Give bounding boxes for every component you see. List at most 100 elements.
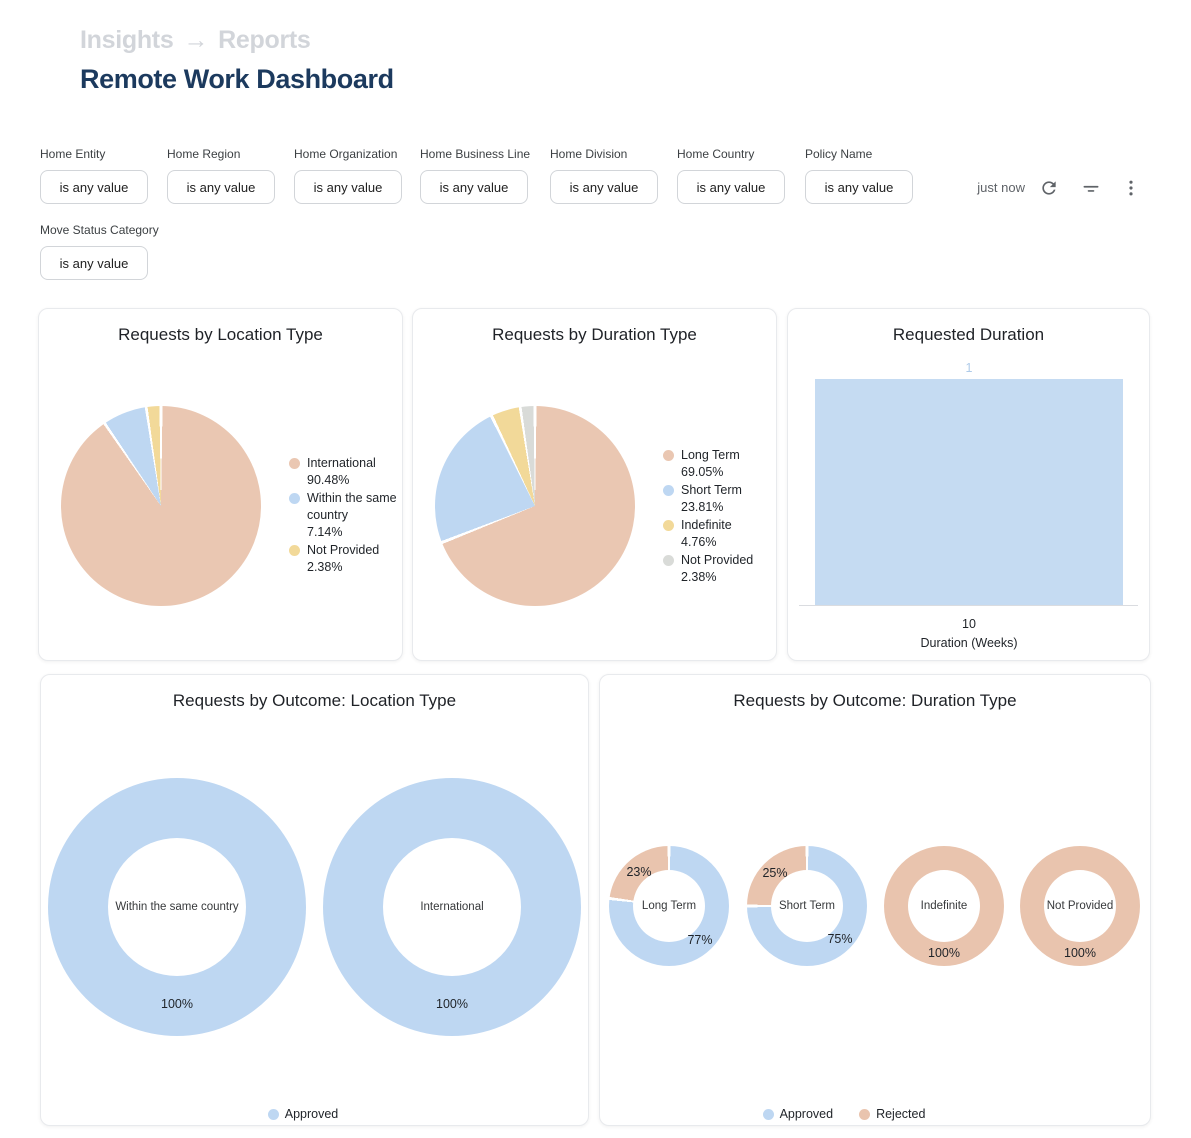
filter-move-status-category: Move Status Category is any value [40, 223, 159, 280]
donut-center-label: Long Term [641, 900, 697, 912]
chart-title: Requested Duration [892, 325, 1045, 344]
donut-chart-long-term: Long Term [609, 846, 729, 966]
donut-center-label: International [420, 901, 484, 913]
legend-label: Short Term 23.81% [681, 483, 742, 514]
legend-dot-icon [663, 555, 674, 566]
legend-dot-icon [663, 450, 674, 461]
legend-label: Indefinite 4.76% [681, 518, 732, 549]
filter-policy-name: Policy Name is any value [805, 147, 913, 204]
filter-value-button[interactable]: is any value [805, 170, 913, 204]
legend-label: Within the same country 7.14% [307, 491, 397, 539]
breadcrumb: Insights → Reports [80, 26, 311, 55]
rejected-pct-label: 100% [928, 946, 960, 960]
legend-item: International 90.48% [289, 455, 399, 489]
approved-pct-label: 77% [687, 933, 713, 947]
refresh-status: just now [977, 180, 1025, 195]
legend-label: Approved [779, 1107, 834, 1121]
legend-item: Not Provided 2.38% [663, 552, 773, 586]
legend-item: Indefinite 4.76% [663, 517, 773, 551]
filter-label: Home Region [167, 147, 241, 161]
donut-hole: Short Term [771, 870, 843, 942]
card-requests-by-location-type: Requests by Location Type International 9… [38, 308, 403, 661]
duration-type-pie-chart [435, 406, 635, 606]
legend-dot-icon [289, 545, 300, 556]
filter-value-button[interactable]: is any value [40, 246, 148, 280]
chart-title: Requests by Outcome: Location Type [172, 691, 457, 710]
filter-home-country: Home Country is any value [677, 147, 785, 204]
kebab-menu-icon [1121, 178, 1143, 198]
rejected-pct-label: 25% [762, 866, 788, 880]
filters-button[interactable] [1081, 177, 1103, 199]
filter-home-business-line: Home Business Line is any value [420, 147, 530, 204]
donut-hole: Indefinite [908, 870, 980, 942]
donut-chart-short-term: Short Term [747, 846, 867, 966]
legend-item: Within the same country 7.14% [289, 490, 399, 541]
legend-item: Rejected [859, 1106, 925, 1123]
legend-dot-icon [663, 485, 674, 496]
legend-label: Approved [284, 1107, 339, 1121]
legend: Approved [153, 1106, 453, 1123]
legend-dot-icon [289, 458, 300, 469]
donut-hole: Within the same country [108, 838, 246, 976]
donut-value-label: 100% [161, 997, 193, 1011]
legend-dot-icon [267, 1109, 279, 1120]
donut-chart-indefinite: Indefinite [884, 846, 1004, 966]
donut-center-label: Within the same country [115, 901, 239, 913]
card-requested-duration: Requested Duration 1 10 Duration (Weeks) [787, 308, 1150, 661]
rejected-pct-label: 100% [1064, 946, 1096, 960]
refresh-icon [1039, 178, 1061, 198]
card-requests-by-outcome-location-type: Requests by Outcome: Location Type Withi… [40, 674, 589, 1126]
legend: Approved Rejected [694, 1106, 994, 1123]
legend-label: International 90.48% [307, 456, 376, 487]
x-axis-line [799, 605, 1138, 606]
chart-title: Requests by Duration Type [492, 325, 697, 344]
legend-label: Not Provided 2.38% [681, 553, 754, 584]
filter-home-organization: Home Organization is any value [294, 147, 402, 204]
filter-value-button[interactable]: is any value [550, 170, 658, 204]
filter-label: Home Country [677, 147, 755, 161]
more-menu-button[interactable] [1121, 177, 1143, 199]
donut-chart-international: International [323, 778, 581, 1036]
filter-value-button[interactable]: is any value [40, 170, 148, 204]
donut-hole: Long Term [633, 870, 705, 942]
legend-item: Approved [267, 1106, 339, 1123]
legend: International 90.48% Within the same coun… [289, 455, 399, 577]
chart-title: Requests by Location Type [118, 325, 323, 344]
location-type-pie-chart [61, 406, 261, 606]
donut-value-label: 100% [436, 997, 468, 1011]
filter-home-entity: Home Entity is any value [40, 147, 148, 204]
legend-item: Approved [762, 1106, 834, 1123]
filter-value-button[interactable]: is any value [677, 170, 785, 204]
duration-bar [815, 379, 1123, 605]
legend-item: Short Term 23.81% [663, 482, 773, 516]
filter-home-division: Home Division is any value [550, 147, 658, 204]
legend-label: Long Term 69.05% [681, 448, 740, 479]
donut-hole: International [383, 838, 521, 976]
x-axis-label: Duration (Weeks) [920, 636, 1018, 650]
filter-icon [1081, 178, 1103, 198]
donut-center-label: Indefinite [920, 900, 968, 912]
bar-value-label: 1 [965, 361, 973, 375]
card-requests-by-duration-type: Requests by Duration Type Long Term 69.05… [412, 308, 777, 661]
filter-label: Policy Name [805, 147, 873, 161]
legend-dot-icon [859, 1109, 871, 1120]
filter-label: Home Entity [40, 147, 106, 161]
x-tick-label: 10 [962, 617, 976, 631]
filter-value-button[interactable]: is any value [167, 170, 275, 204]
legend-dot-icon [762, 1109, 774, 1120]
refresh-button[interactable] [1039, 177, 1061, 199]
filter-label: Home Organization [294, 147, 398, 161]
filter-label: Home Business Line [420, 147, 531, 161]
donut-center-label: Not Provided [1046, 900, 1114, 912]
approved-pct-label: 75% [827, 932, 853, 946]
filter-value-button[interactable]: is any value [420, 170, 528, 204]
legend-label: Not Provided 2.38% [307, 543, 380, 574]
chart-title: Requests by Outcome: Duration Type [733, 691, 1017, 710]
filter-home-region: Home Region is any value [167, 147, 275, 204]
legend-dot-icon [289, 493, 300, 504]
breadcrumb-link-reports[interactable]: Reports [218, 26, 311, 54]
card-requests-by-outcome-duration-type: Requests by Outcome: Duration Type Long … [599, 674, 1151, 1126]
breadcrumb-link-insights[interactable]: Insights [80, 26, 174, 54]
page-title: Remote Work Dashboard [80, 64, 394, 94]
filter-value-button[interactable]: is any value [294, 170, 402, 204]
